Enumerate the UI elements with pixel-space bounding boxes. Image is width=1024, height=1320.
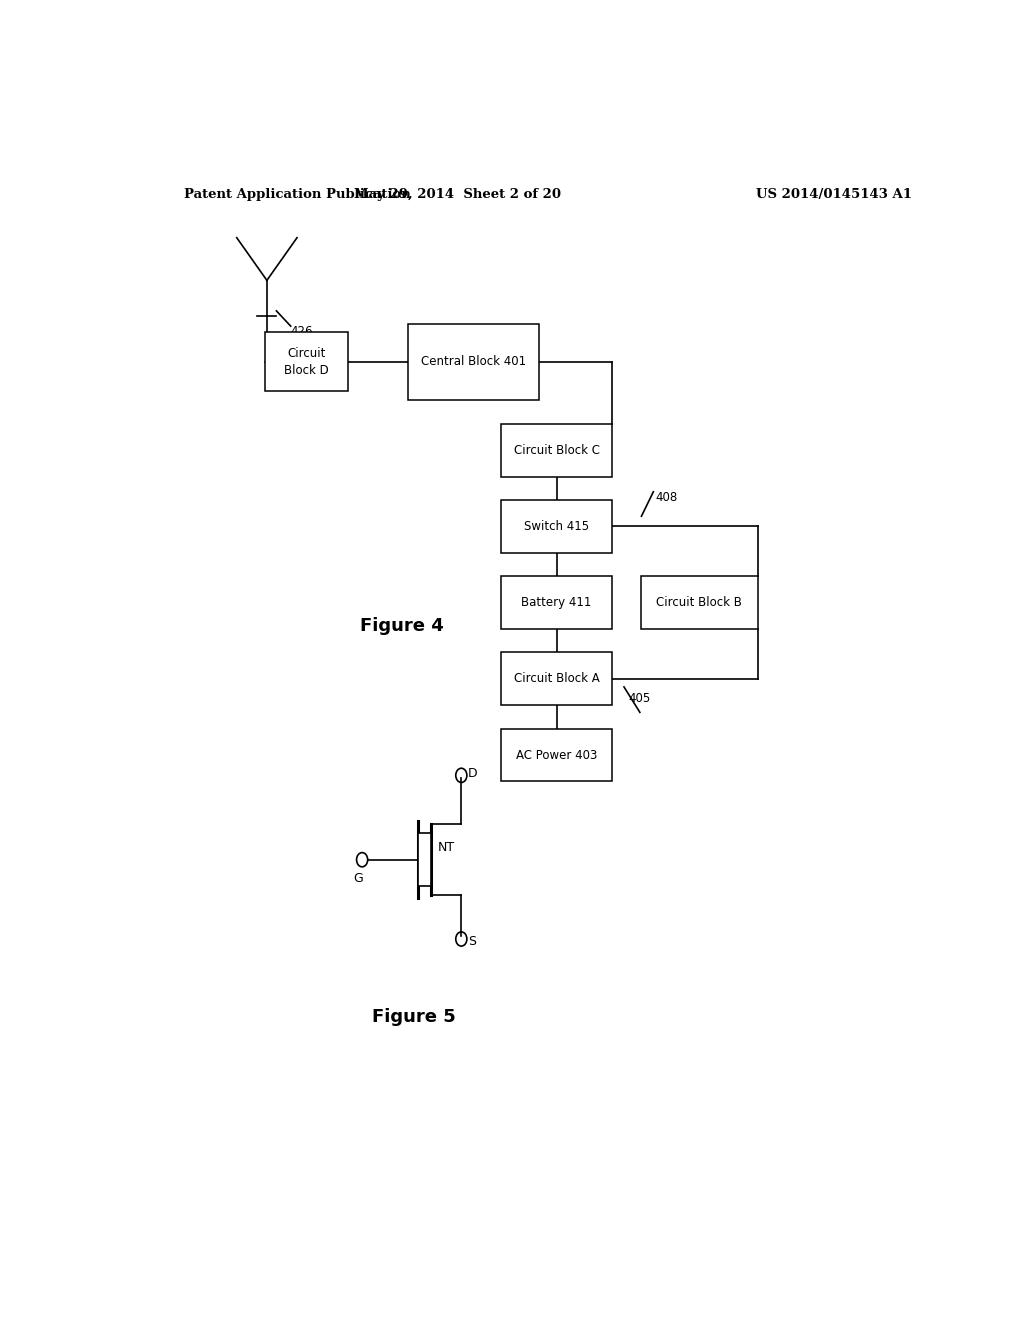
Text: G: G [353,873,364,884]
Text: 408: 408 [655,491,678,504]
Text: S: S [468,935,476,948]
Bar [418,833,431,886]
Text: Circuit Block C: Circuit Block C [514,444,599,457]
Text: Switch 415: Switch 415 [524,520,589,533]
Text: NT: NT [437,841,455,854]
Text: May 29, 2014  Sheet 2 of 20: May 29, 2014 Sheet 2 of 20 [354,187,561,201]
Text: Central Block 401: Central Block 401 [421,355,525,368]
Bar [501,729,612,781]
Bar [501,652,612,705]
Text: AC Power 403: AC Power 403 [516,748,597,762]
Bar [501,424,612,477]
Text: 426: 426 [291,325,313,338]
Bar [408,323,539,400]
Text: D: D [468,767,477,780]
Text: Figure 5: Figure 5 [372,1008,456,1026]
Bar [501,576,612,630]
Text: 405: 405 [628,692,650,705]
Text: Circuit
Block D: Circuit Block D [285,347,329,376]
Text: Circuit Block A: Circuit Block A [514,672,599,685]
Text: US 2014/0145143 A1: US 2014/0145143 A1 [757,187,912,201]
Text: Battery 411: Battery 411 [521,597,592,609]
Text: Patent Application Publication: Patent Application Publication [183,187,411,201]
Bar [265,333,348,391]
Text: Circuit Block B: Circuit Block B [656,597,742,609]
Bar [641,576,758,630]
Bar [501,500,612,553]
Text: Figure 4: Figure 4 [359,616,443,635]
